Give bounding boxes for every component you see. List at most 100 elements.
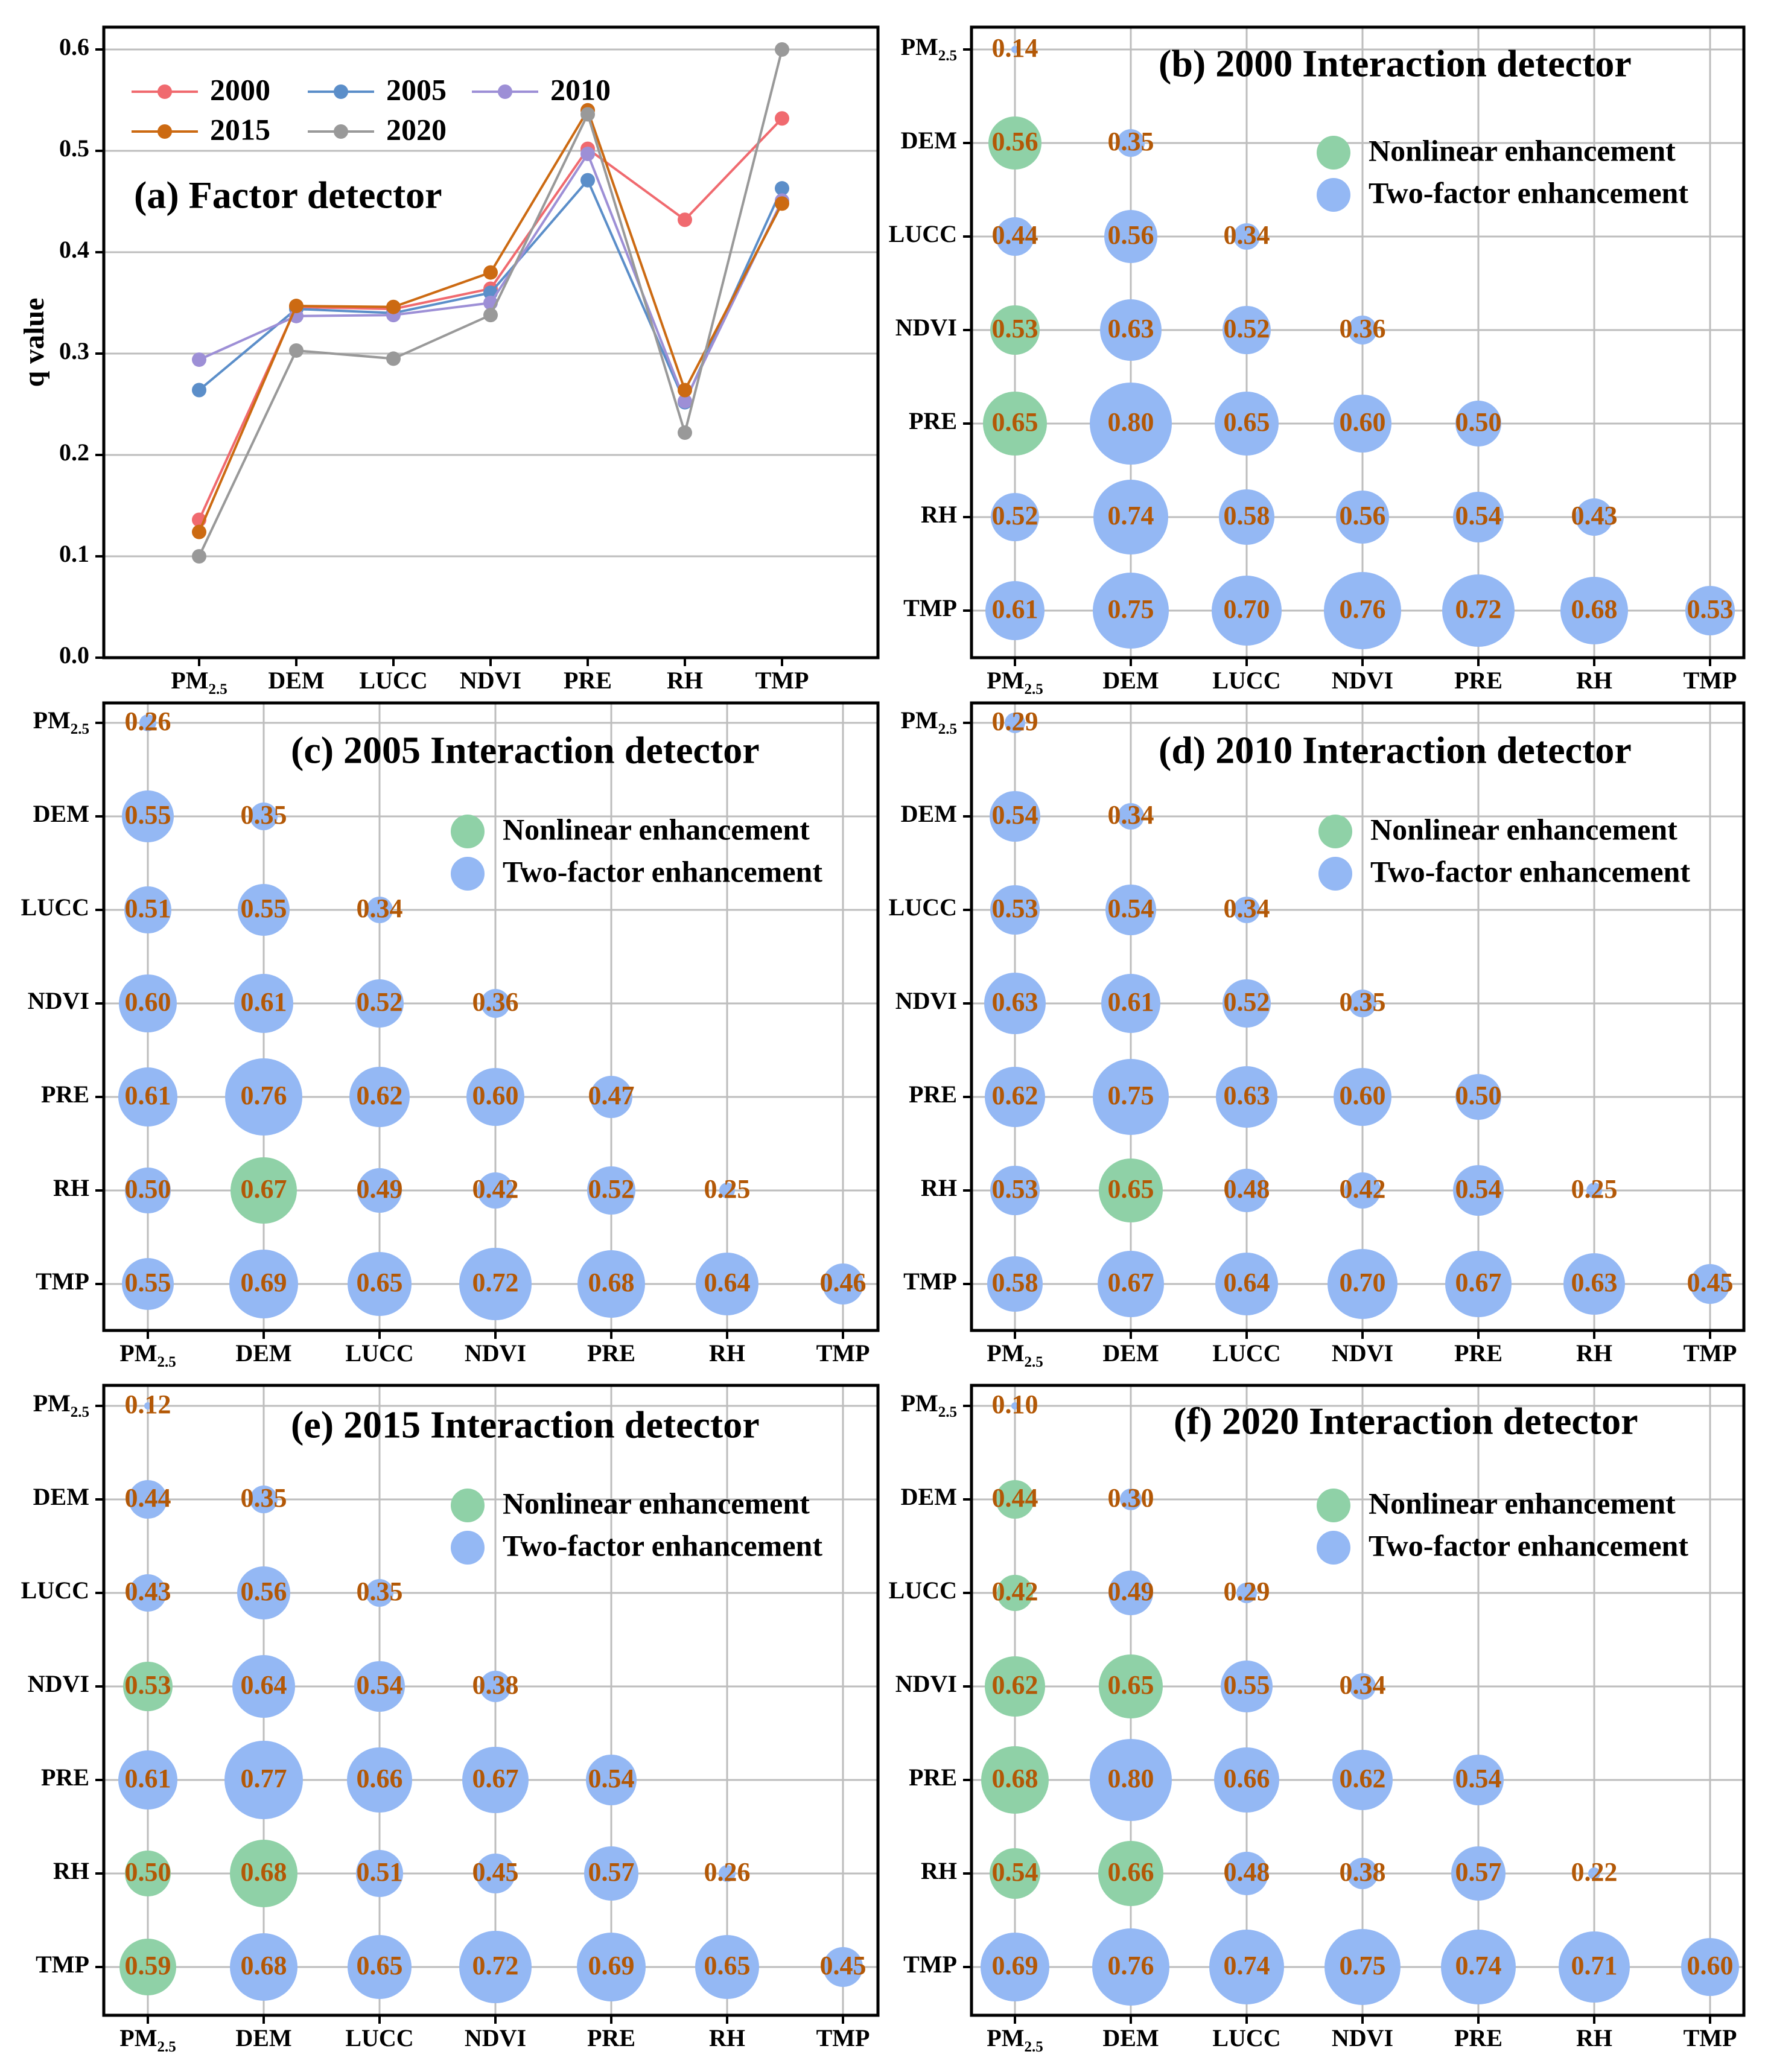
interaction-value: 0.36: [472, 987, 519, 1017]
two-factor-bubble: [987, 1256, 1043, 1312]
panel-title: (e) 2015 Interaction detector: [291, 1403, 760, 1446]
panel-title: (f) 2020 Interaction detector: [1174, 1400, 1638, 1443]
two-factor-bubble: [1221, 1660, 1273, 1712]
interaction-value: 0.51: [357, 1857, 403, 1887]
legend-label: Two-factor enhancement: [1370, 854, 1690, 888]
interaction-value: 0.54: [1455, 1174, 1502, 1204]
interaction-value: 0.14: [992, 33, 1038, 63]
two-factor-bubble: [1093, 573, 1169, 649]
series-point: [483, 265, 498, 280]
interaction-value: 0.65: [357, 1268, 403, 1297]
two-factor-bubble: [1100, 299, 1162, 361]
panel-title: (b) 2000 Interaction detector: [1159, 42, 1632, 85]
series-point: [775, 196, 789, 211]
legend-label: 2020: [386, 112, 447, 146]
two-factor-bubble: [985, 1067, 1045, 1127]
two-factor-bubble: [1347, 1858, 1378, 1889]
legend-label: Nonlinear enhancement: [1369, 1486, 1676, 1520]
interaction-value: 0.74: [1224, 1951, 1270, 1980]
two-factor-bubble: [1214, 1747, 1279, 1813]
x-tick-label: PM2.5: [171, 667, 227, 698]
interaction-value: 0.72: [472, 1268, 519, 1297]
two-factor-bubble: [1225, 1169, 1268, 1212]
legend: 2000 2005 2010 2015 2020: [132, 72, 611, 146]
two-factor-bubble: [475, 1854, 515, 1893]
interaction-value: 0.60: [472, 1081, 519, 1110]
series-point: [678, 425, 692, 440]
legend-label: 2005: [386, 72, 447, 106]
two-factor-bubble: [477, 1172, 514, 1209]
x-tick-label: PRE: [1454, 667, 1502, 694]
series-point: [483, 308, 498, 323]
interaction-value: 0.54: [588, 1764, 635, 1793]
panel-title: (c) 2005 Interaction detector: [291, 729, 760, 772]
interaction-value: 0.35: [241, 1483, 287, 1513]
x-tick-label: PM2.5: [987, 1339, 1043, 1370]
nonlinear-bubble: [981, 1746, 1049, 1814]
two-factor-bubble: [1120, 1489, 1142, 1510]
two-factor-bubble: [1324, 1929, 1401, 2005]
two-factor-bubble: [996, 217, 1034, 256]
interaction-value: 0.25: [1571, 1174, 1618, 1204]
two-factor-bubble: [347, 1747, 412, 1813]
two-factor-bubble: [355, 979, 404, 1028]
x-tick-label: DEM: [268, 667, 324, 694]
y-tick-label: LUCC: [889, 1577, 957, 1604]
two-factor-bubble: [695, 1935, 759, 1999]
nonlinear-bubble: [1099, 1158, 1163, 1222]
legend-label: Nonlinear enhancement: [503, 812, 810, 846]
interaction-value: 0.47: [588, 1081, 635, 1110]
two-factor-bubble: [584, 1846, 638, 1901]
legend-label: Two-factor enhancement: [1369, 1528, 1688, 1562]
interaction-value: 0.36: [1340, 314, 1386, 343]
y-tick-label: PRE: [909, 1081, 957, 1108]
interaction-value: 0.61: [992, 594, 1038, 624]
interaction-value: 0.34: [1108, 800, 1154, 830]
two-factor-bubble: [1586, 1183, 1602, 1198]
y-tick-label: LUCC: [889, 894, 957, 921]
x-tick-label: PM2.5: [987, 2024, 1043, 2055]
two-factor-bubble: [1344, 1172, 1381, 1209]
interaction-value: 0.45: [820, 1951, 867, 1980]
interaction-value: 0.77: [241, 1764, 287, 1793]
interaction-value: 0.48: [1224, 1174, 1270, 1204]
series-point: [192, 549, 206, 564]
two-factor-bubble: [1090, 383, 1172, 465]
two-factor-bubble: [466, 1068, 524, 1126]
two-factor-bubble: [1685, 586, 1735, 635]
interaction-value: 0.65: [1108, 1670, 1154, 1700]
y-tick-label: DEM: [33, 800, 89, 827]
nonlinear-bubble: [990, 1848, 1040, 1899]
two-factor-bubble: [122, 790, 174, 842]
y-tick-label: PRE: [909, 1764, 957, 1791]
interaction-value: 0.34: [1340, 1670, 1386, 1700]
interaction-value: 0.54: [992, 1857, 1038, 1887]
nonlinear-legend-marker: [1317, 1489, 1350, 1522]
two-factor-bubble: [1560, 577, 1628, 644]
legend: Nonlinear enhancement Two-factor enhancem…: [1317, 133, 1688, 212]
two-factor-bubble: [1681, 1938, 1739, 1996]
interaction-value: 0.49: [357, 1174, 403, 1204]
x-tick-label: NDVI: [460, 667, 521, 694]
two-factor-bubble: [1117, 129, 1145, 157]
two-factor-bubble: [990, 885, 1040, 935]
two-factor-bubble: [1324, 572, 1401, 649]
y-tick-label: PM2.5: [901, 1390, 957, 1420]
two-factor-bubble: [1236, 1583, 1257, 1603]
x-tick-label: TMP: [1684, 667, 1737, 694]
y-tick-label: 0.1: [59, 540, 89, 567]
legend-label: Nonlinear enhancement: [1370, 812, 1677, 846]
x-tick-label: PRE: [1454, 2024, 1502, 2051]
interaction-value: 0.43: [1571, 501, 1618, 530]
nonlinear-bubble: [123, 1662, 173, 1711]
x-tick-label: TMP: [816, 2024, 870, 2051]
two-factor-bubble: [1011, 1402, 1019, 1409]
y-tick-label: 0.6: [59, 33, 89, 60]
x-tick-label: NDVI: [465, 1339, 526, 1367]
x-tick-label: RH: [709, 2024, 745, 2051]
x-tick-label: PM2.5: [987, 667, 1043, 698]
two-factor-bubble: [981, 1933, 1049, 2001]
nonlinear-bubble: [230, 1840, 297, 1907]
interaction-value: 0.56: [241, 1577, 287, 1606]
interaction-value: 0.54: [1455, 1764, 1502, 1793]
